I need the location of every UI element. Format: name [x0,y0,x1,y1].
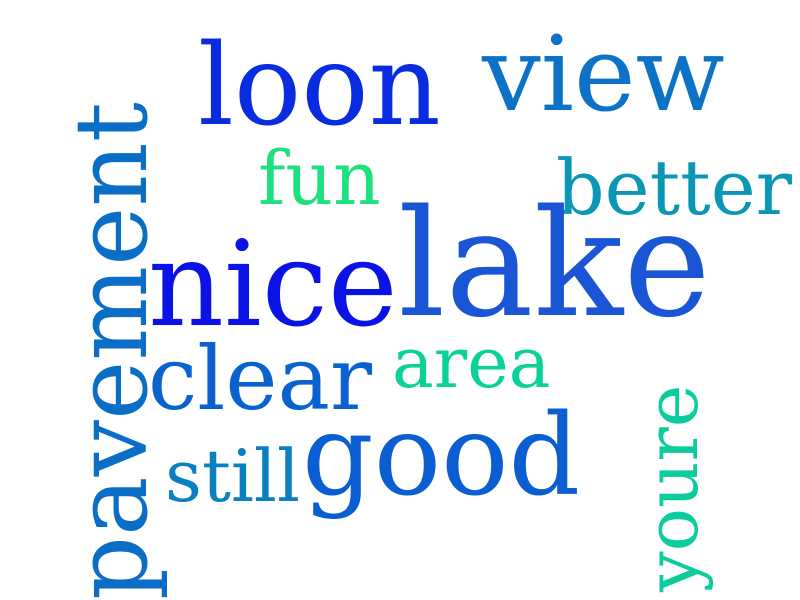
word-area: area [392,322,551,404]
word-still: still [165,434,300,518]
word-youre: youre [630,384,714,592]
word-loon: loon [198,21,441,151]
word-lake: lake [398,178,711,350]
word-view: view [482,13,725,135]
word-nice: nice [148,215,398,353]
word-good: good [302,391,581,521]
word-fun: fun [258,136,381,222]
word-better: better [556,143,793,232]
word-clear: clear [148,327,373,430]
word-pavement: pavement [53,102,170,600]
